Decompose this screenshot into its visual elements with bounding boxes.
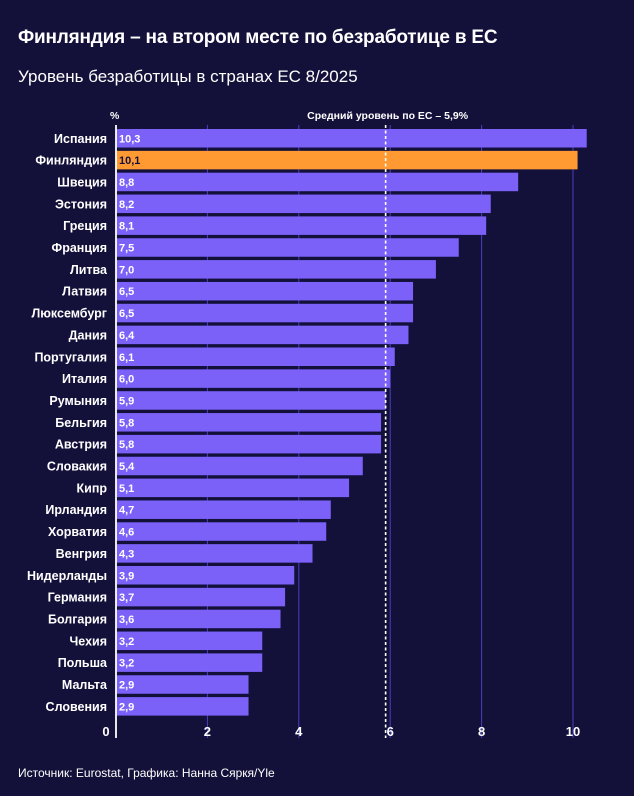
bar-8	[116, 303, 414, 323]
x-tick-label: 8	[478, 724, 485, 739]
value-label: 10,1	[119, 155, 140, 167]
bar-2	[116, 172, 519, 192]
bar-21	[116, 587, 286, 607]
category-label: Люксембург	[31, 307, 107, 321]
category-label: Австрия	[55, 438, 107, 452]
unit-label: %	[110, 110, 120, 122]
category-label: Болгария	[48, 612, 107, 626]
value-label: 8,2	[119, 199, 134, 211]
bar-7	[116, 281, 414, 301]
value-label: 4,7	[119, 505, 134, 517]
category-label: Венгрия	[56, 547, 107, 561]
category-label: Испания	[54, 132, 107, 146]
bar-20	[116, 566, 295, 585]
value-label: 5,4	[119, 461, 135, 473]
x-tick-label: 4	[295, 724, 303, 739]
value-label: 6,1	[119, 352, 134, 364]
bar-1	[116, 150, 578, 170]
bar-17	[116, 500, 331, 519]
bar-11	[116, 369, 391, 388]
value-label: 6,0	[119, 374, 134, 386]
category-label: Германия	[48, 591, 107, 605]
value-label: 5,1	[119, 483, 134, 495]
x-tick-label: 6	[387, 724, 394, 739]
value-label: 7,0	[119, 264, 134, 276]
bar-5	[116, 238, 459, 257]
bar-26	[116, 697, 249, 716]
category-label: Эстония	[55, 197, 107, 211]
bar-15	[116, 456, 363, 476]
x-tick-label: 0	[102, 724, 109, 739]
value-label: 3,9	[119, 570, 134, 582]
bar-10	[116, 347, 395, 366]
x-tick-label: 10	[566, 724, 580, 739]
bar-9	[116, 325, 409, 345]
bar-16	[116, 478, 350, 498]
category-label: Дания	[69, 328, 107, 342]
bar-18	[116, 522, 327, 541]
category-label: Мальта	[62, 678, 108, 692]
category-label: Словения	[46, 700, 107, 714]
category-label: Италия	[62, 372, 107, 386]
category-label: Литва	[70, 263, 108, 277]
value-label: 6,5	[119, 308, 134, 320]
value-label: 8,1	[119, 221, 134, 233]
category-label: Хорватия	[48, 525, 107, 539]
reference-line-label: Средний уровень по ЕС – 5,9%	[307, 110, 469, 122]
category-label: Нидерланды	[27, 569, 107, 583]
bar-13	[116, 413, 382, 432]
value-label: 3,2	[119, 658, 134, 670]
chart-title: Финляндия – на втором месте по безработи…	[18, 27, 498, 48]
value-label: 8,8	[119, 177, 134, 189]
value-label: 4,6	[119, 527, 134, 539]
bar-6	[116, 260, 436, 279]
category-label: Ирландия	[45, 503, 107, 517]
category-label: Финляндия	[35, 154, 107, 168]
category-label: Швеция	[57, 175, 107, 189]
source-note: Источник: Eurostat, Графика: Нанна Сяркя…	[18, 766, 275, 780]
value-label: 6,5	[119, 286, 134, 298]
bar-12	[116, 391, 386, 410]
value-label: 5,9	[119, 395, 134, 407]
value-label: 3,7	[119, 592, 134, 604]
bar-19	[116, 544, 313, 563]
bar-23	[116, 631, 263, 651]
category-label: Чехия	[70, 634, 108, 648]
value-label: 5,8	[119, 439, 134, 451]
x-tick-label: 2	[204, 724, 211, 739]
category-label: Португалия	[34, 350, 107, 364]
chart-subtitle: Уровень безработицы в странах ЕС 8/2025	[18, 67, 358, 86]
bar-25	[116, 675, 249, 694]
value-label: 7,5	[119, 243, 134, 255]
bar-chart: % Средний уровень по ЕС – 5,9% Испания 10,3…	[27, 110, 587, 739]
category-label: Польша	[58, 656, 108, 670]
bar-0	[116, 129, 587, 148]
category-label: Бельгия	[55, 416, 107, 430]
value-label: 3,2	[119, 636, 134, 648]
category-label: Словакия	[47, 460, 107, 474]
category-label: Румыния	[49, 394, 107, 408]
category-label: Кипр	[77, 481, 108, 495]
value-label: 2,9	[119, 680, 134, 692]
bar-22	[116, 609, 281, 629]
category-label: Греция	[63, 219, 107, 233]
value-label: 3,6	[119, 614, 134, 626]
value-label: 6,4	[119, 330, 135, 342]
bar-24	[116, 653, 263, 672]
bar-4	[116, 216, 487, 235]
value-label: 4,3	[119, 548, 134, 560]
category-label: Франция	[52, 241, 107, 255]
value-label: 2,9	[119, 701, 134, 713]
bar-14	[116, 434, 382, 454]
category-label: Латвия	[62, 285, 107, 299]
value-label: 10,3	[119, 133, 140, 145]
value-label: 5,8	[119, 417, 134, 429]
bar-3	[116, 194, 491, 214]
